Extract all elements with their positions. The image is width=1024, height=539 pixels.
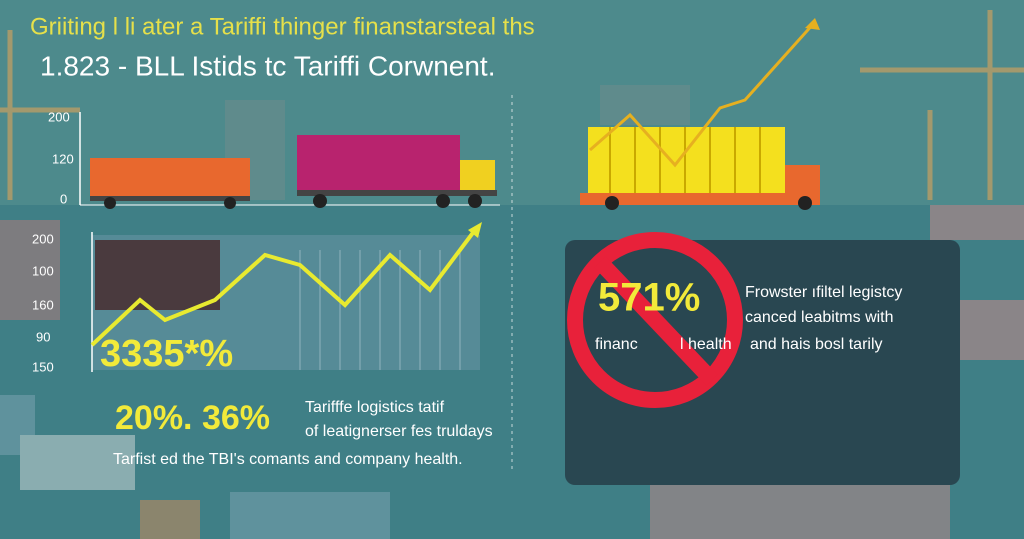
trend-line [90, 228, 477, 347]
panel-text: canced leabitms with [745, 309, 894, 326]
panel-stat: 571% [598, 276, 700, 320]
big-stat: 3335*% [100, 333, 233, 375]
caption: of leatignerser fes truldays [305, 423, 493, 440]
lower-axis-label: 160 [32, 297, 54, 312]
arrow-head [468, 222, 482, 238]
panel-text: and hais bosl tarily [750, 336, 883, 353]
arrow-head [805, 18, 820, 30]
lower-axis-label: 200 [32, 231, 54, 246]
truck-orange [90, 158, 250, 209]
subtitle: 1.823 - BLL Istids tc Tariffi Corwnent. [40, 50, 495, 81]
title: Griiting l li ater a Tariffi thinger fin… [30, 13, 535, 40]
panel [565, 240, 960, 485]
no-sign [567, 232, 743, 408]
panel-label: l health [680, 336, 732, 353]
container-dark [95, 240, 220, 310]
panel-text: Frowster ıfiltel legistcy [745, 284, 902, 301]
lower-axis-label: 100 [32, 263, 54, 278]
top-axis-label: 200 [48, 109, 70, 124]
stat-pair: 20%. 36% [115, 399, 270, 437]
lower-axis-label: 150 [32, 359, 54, 374]
top-axis-label: 120 [52, 151, 74, 166]
truck-magenta [297, 135, 497, 208]
caption: Tarifffe logistics tatif [305, 399, 445, 416]
chart-stripes [299, 250, 461, 370]
top-axis-label: 0 [60, 191, 67, 206]
background-containers [0, 85, 1024, 539]
lower-axis-label: 90 [36, 329, 50, 344]
truck-yellow [580, 127, 820, 210]
cranes [0, 10, 1024, 200]
trend-line-top [589, 20, 817, 168]
no-sign-bar [594, 256, 718, 386]
panel-label: financ [595, 336, 638, 353]
caption: Tarfist ed the TBI's comants and company… [113, 451, 463, 468]
